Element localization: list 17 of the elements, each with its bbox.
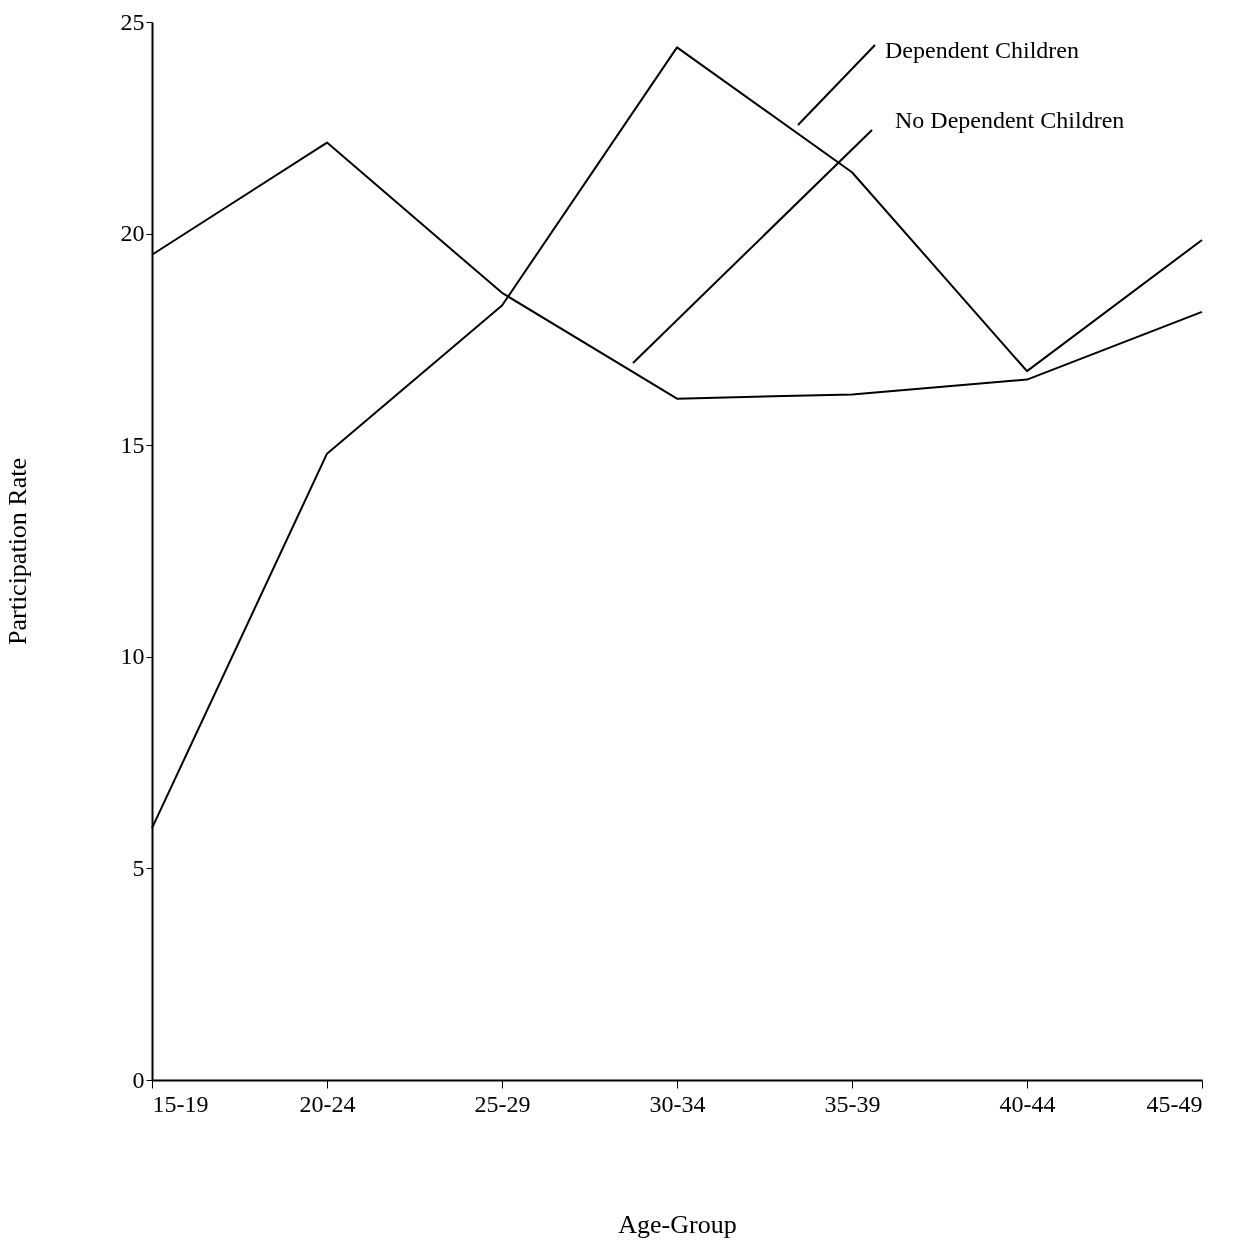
y-axis-title: Participation Rate xyxy=(2,457,32,646)
y-tick-label: 0 xyxy=(132,1066,145,1093)
x-tick-label: 35-39 xyxy=(824,1090,881,1117)
y-tick-label: 20 xyxy=(120,220,145,247)
y-tick-label: 10 xyxy=(120,643,145,670)
x-tick-label: 25-29 xyxy=(474,1090,531,1117)
text: Dependent Children xyxy=(885,37,1079,63)
text: No Dependent Children xyxy=(895,107,1125,133)
x-tick-label: 45-49 xyxy=(1146,1090,1203,1117)
x-tick-label: 20-24 xyxy=(299,1090,356,1117)
x-tick-label: 15-19 xyxy=(152,1090,209,1117)
x-tick-label: 30-34 xyxy=(649,1090,706,1117)
y-tick-label: 5 xyxy=(132,854,145,881)
y-tick-label: 15 xyxy=(120,431,145,458)
x-axis-title: Age-Group xyxy=(618,1209,737,1239)
y-tick-label: 25 xyxy=(120,8,145,35)
x-tick-label: 40-44 xyxy=(999,1090,1056,1117)
